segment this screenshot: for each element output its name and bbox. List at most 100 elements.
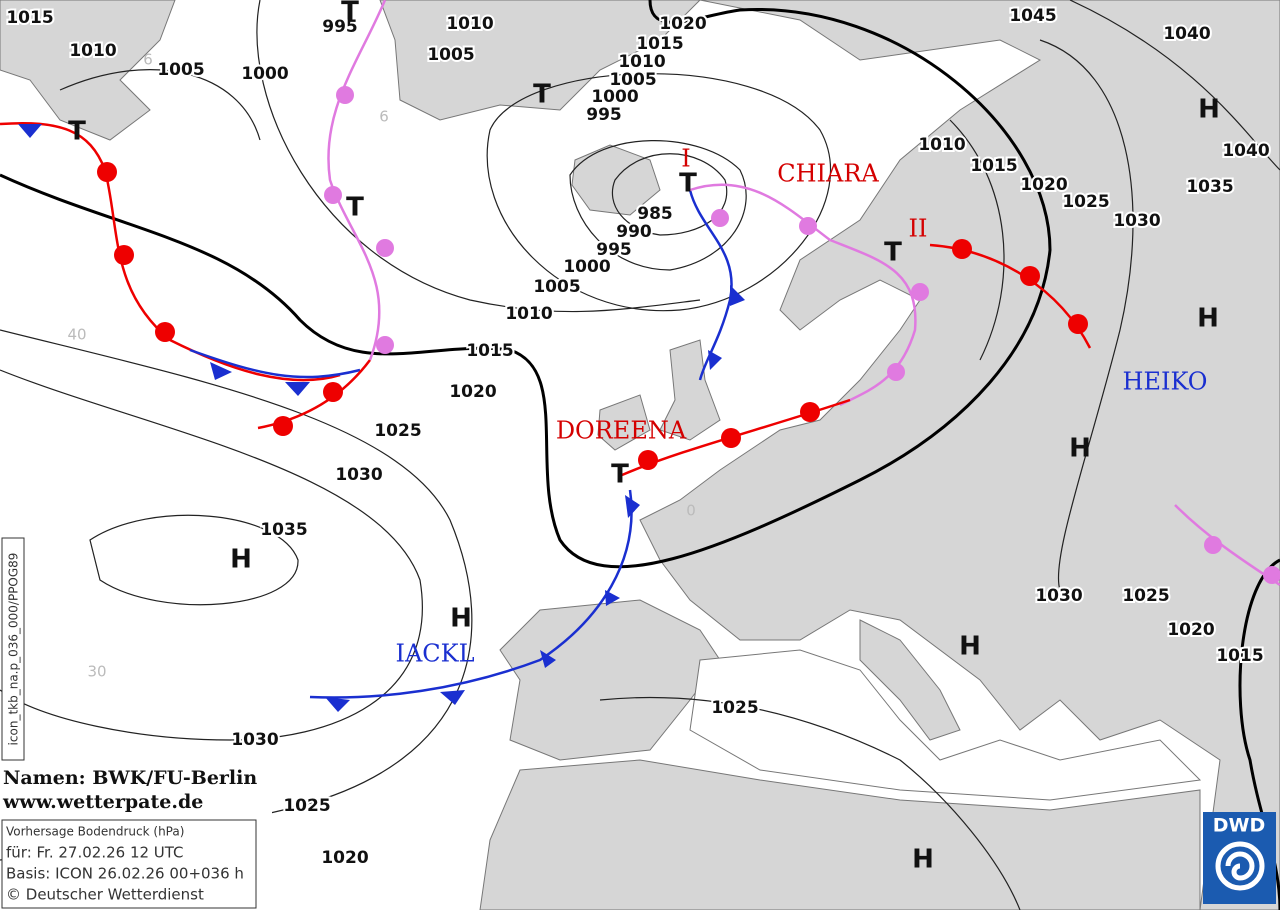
grid-label: 6 xyxy=(143,51,153,69)
pressure-center: H xyxy=(230,545,252,575)
isobar xyxy=(599,696,1021,910)
isobar xyxy=(256,0,701,313)
dwd-logo-swirl xyxy=(1215,841,1265,891)
credits-names: Namen: BWK/FU-Berlin xyxy=(3,767,257,789)
isobar-label: 1010 xyxy=(918,135,965,155)
isobar-label: 1020 xyxy=(1020,175,1067,195)
greenland xyxy=(379,0,701,121)
pressure-center: H xyxy=(912,845,934,875)
info-box xyxy=(1,819,257,909)
iceland xyxy=(571,144,661,216)
isobar-1015 xyxy=(0,0,1052,569)
isobar-label: 1045 xyxy=(1009,6,1056,26)
isobar-label: 1025 xyxy=(1122,586,1169,606)
isobar-label: 1035 xyxy=(260,520,307,540)
isobar-label: 1030 xyxy=(1035,586,1082,606)
europe xyxy=(639,0,1280,910)
system-name: CHIARA xyxy=(777,160,879,188)
mediterranean xyxy=(689,649,1202,801)
isobar-label: 995 xyxy=(322,17,358,37)
credits-bg xyxy=(0,764,272,820)
isobar-label: 1010 xyxy=(618,52,665,72)
isobar-label: 1030 xyxy=(1113,211,1160,231)
isobar-label: 1040 xyxy=(1163,24,1210,44)
ireland xyxy=(597,394,651,451)
isobar xyxy=(949,119,1005,361)
fronts xyxy=(0,0,1280,712)
system-name: II xyxy=(909,215,928,243)
pressure-center: H xyxy=(1069,434,1091,464)
pressure-center: T xyxy=(533,80,551,110)
sidebar-box xyxy=(1,537,25,761)
africa xyxy=(479,759,1201,910)
isobar-label: 990 xyxy=(616,222,652,242)
warm-front xyxy=(0,121,341,382)
isobar-label: 1015 xyxy=(466,341,513,361)
isobar xyxy=(0,369,423,741)
system-name: I xyxy=(681,145,690,173)
info-title: Vorhersage Bodendruck (hPa) xyxy=(6,825,184,839)
isobar-label: 1040 xyxy=(1222,141,1269,161)
occluded-front xyxy=(327,0,387,361)
pressure-center: H xyxy=(959,632,981,662)
isobar-label: 1000 xyxy=(591,87,638,107)
cold-front-symbols xyxy=(18,124,745,712)
system-name: HEIKO xyxy=(1123,368,1208,396)
pressure-center: T xyxy=(679,169,697,199)
isobar-label: 1025 xyxy=(711,698,758,718)
credits-website: www.wetterpate.de xyxy=(2,791,203,813)
isobar-label: 1020 xyxy=(449,382,496,402)
isobar-label: 1005 xyxy=(427,45,474,65)
pressure-center: H xyxy=(1197,304,1219,334)
warm-front-symbols xyxy=(97,162,1088,470)
grid-label: 40 xyxy=(67,326,86,344)
occlusion-symbols xyxy=(324,86,1280,584)
italy xyxy=(859,619,961,741)
grid-label: 0 xyxy=(686,502,696,520)
dwd-logo-text: DWD xyxy=(1213,815,1266,837)
isobar xyxy=(59,69,261,141)
system-name: DOREENA xyxy=(556,417,687,445)
pressure-center: T xyxy=(68,117,86,147)
pressure-center: T xyxy=(884,238,902,268)
info-basis: Basis: ICON 26.02.26 00+036 h xyxy=(6,865,244,883)
isobar-label: 1000 xyxy=(563,257,610,277)
info-copyright: © Deutscher Wetterdienst xyxy=(6,886,204,904)
britain xyxy=(659,339,721,441)
isobar xyxy=(1069,0,1280,171)
isobar-label: 1030 xyxy=(231,730,278,750)
isobar xyxy=(1039,39,1134,591)
isobar-label: 1020 xyxy=(659,14,706,34)
isobar-label: 985 xyxy=(637,204,673,224)
isobar-label: 1025 xyxy=(374,421,421,441)
pressure-center: H xyxy=(450,604,472,634)
isobar xyxy=(89,514,299,606)
isobar-label: 995 xyxy=(596,240,632,260)
isobar-label: 995 xyxy=(586,105,622,125)
isobar-label: 1015 xyxy=(970,156,1017,176)
isobar xyxy=(569,140,747,271)
pressure-center: T xyxy=(346,193,364,223)
cold-front xyxy=(189,348,361,379)
system-name: IACKL xyxy=(395,640,474,668)
isobar-label: 1025 xyxy=(283,796,330,816)
isobar-label: 1015 xyxy=(636,34,683,54)
isobar-label: 1015 xyxy=(6,8,53,28)
grid-label: 6 xyxy=(379,108,389,126)
isobar-label: 1010 xyxy=(505,304,552,324)
isobar-label: 1005 xyxy=(157,60,204,80)
isobar-label: 1030 xyxy=(335,465,382,485)
cold-front xyxy=(309,489,633,699)
warm-front xyxy=(257,359,371,430)
pressure-center: T xyxy=(341,0,359,27)
info-valid: für: Fr. 27.02.26 12 UTC xyxy=(6,844,184,862)
grid-label: 30 xyxy=(87,663,106,681)
pressure-center: T xyxy=(611,460,629,490)
isobar-label: 1025 xyxy=(1062,192,1109,212)
isobar-label: 1010 xyxy=(446,14,493,34)
isobar-label: 1005 xyxy=(609,70,656,90)
isobar-label: 1015 xyxy=(1216,646,1263,666)
isobar-label: 1005 xyxy=(533,277,580,297)
